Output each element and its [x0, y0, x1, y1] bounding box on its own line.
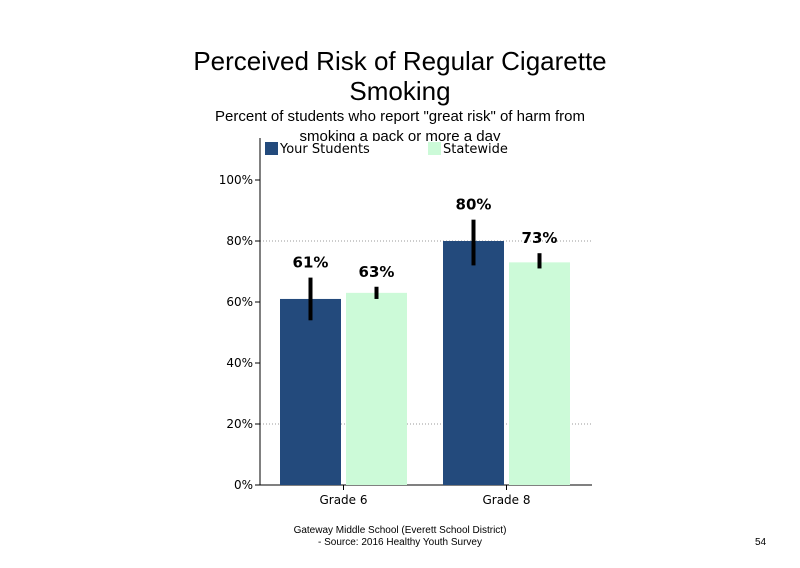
y-tick-label: 100% [219, 173, 253, 187]
y-tick-label: 0% [234, 478, 253, 492]
y-tick-label: 20% [226, 417, 253, 431]
x-category-label: Grade 8 [482, 493, 530, 507]
x-category-label: Grade 6 [319, 493, 367, 507]
footer-survey: - Source: 2016 Healthy Youth Survey [318, 537, 482, 548]
footer-school: Gateway Middle School (Everett School Di… [293, 525, 507, 536]
bar [443, 241, 504, 485]
chart-title-line-2: Smoking [349, 76, 451, 106]
bar [509, 262, 570, 485]
y-tick-label: 40% [226, 356, 253, 370]
bar [346, 292, 407, 485]
chart-title: Perceived Risk of Regular Cigarette Smok… [150, 46, 650, 106]
data-label: 61% [293, 254, 329, 272]
page-number: 54 [755, 537, 767, 548]
legend-label: Your Students [279, 142, 370, 157]
bar [280, 298, 341, 485]
legend-label: Statewide [443, 142, 508, 157]
chart-subtitle: Percent of students who report "great ri… [215, 108, 585, 141]
footer-source: Gateway Middle School (Everett School Di… [250, 525, 550, 549]
legend-swatch [428, 142, 441, 155]
y-tick-label: 60% [226, 295, 253, 309]
chart-title-line-1: Perceived Risk of Regular Cigarette [193, 46, 607, 76]
data-label: 80% [456, 196, 492, 214]
data-label: 73% [522, 229, 558, 247]
legend-swatch [265, 142, 278, 155]
y-tick-label: 80% [226, 234, 253, 248]
data-label: 63% [359, 263, 395, 281]
